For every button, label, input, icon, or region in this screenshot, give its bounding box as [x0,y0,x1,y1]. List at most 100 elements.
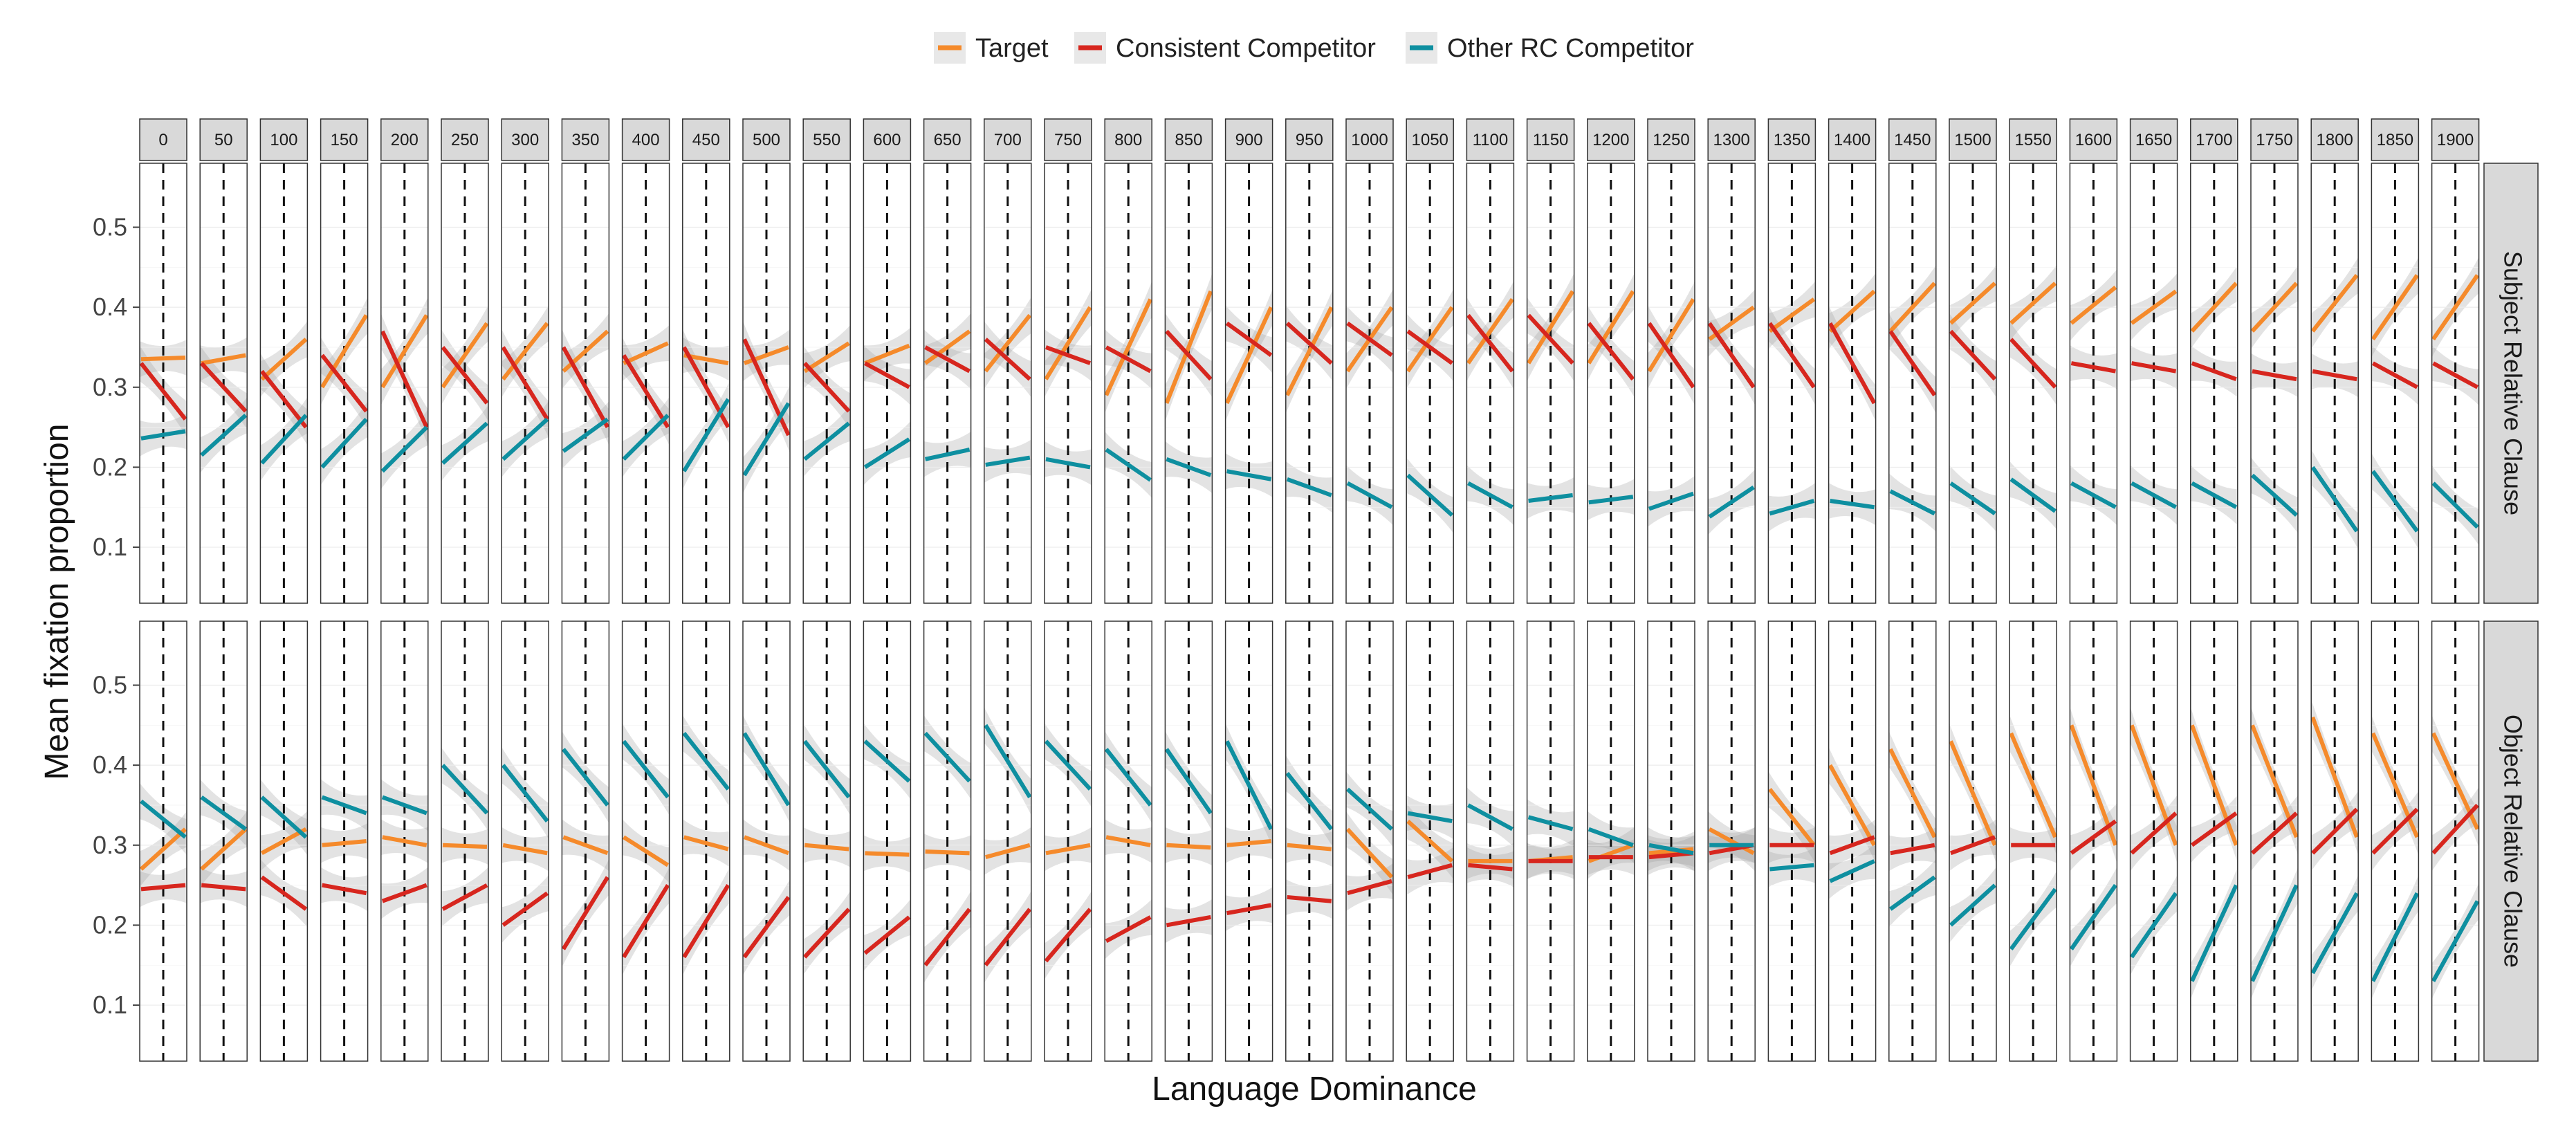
series-line-other-rc-competitor [441,421,489,465]
panel-border [1466,163,1515,604]
series-line-consistent-competitor [923,908,971,967]
x-axis-title: Language Dominance [1152,1071,1477,1107]
series-line-consistent-competitor [2252,369,2297,382]
panel [2190,163,2238,604]
series-line-other-rc-competitor [2310,466,2359,533]
series-line-target [1527,290,1575,365]
panel [2310,163,2359,604]
series-line-consistent-competitor [1346,321,1393,357]
series-line-target [441,322,489,389]
series-line-other-rc-competitor [1949,481,1996,515]
panel [1526,620,1575,1062]
series-line-consistent-competitor [1285,322,1333,365]
panel-strip [1164,118,1213,161]
panel [1104,163,1152,604]
panel-border [1104,620,1152,1062]
series-line-target [1466,297,1514,365]
series-line-consistent-competitor [2432,361,2479,389]
panel [380,620,429,1062]
series-line-target [1045,843,1091,856]
panel-strip [2069,118,2118,161]
y-axis-title: Mean fixation proportion [39,424,75,780]
series-line-consistent-competitor [502,891,549,927]
row-strips: Subject Relative Clause Object Relative C… [2483,163,2539,1062]
panel-border [199,163,248,604]
series-line-consistent-competitor [2311,807,2359,855]
series-line-other-rc-competitor [1226,469,1272,481]
series-line-other-rc-competitor [1166,457,1212,477]
y-tick-label: 0.4 [93,751,127,779]
panel [441,163,489,604]
panel-strip-label: 900 [1235,131,1263,149]
series-line-target [501,322,549,381]
y-tick-label: 0.2 [93,452,127,481]
series-line-target [743,345,790,365]
panel [2129,163,2178,604]
panel-border [2190,620,2238,1062]
row-strip-label: Subject Relative Clause [2499,251,2527,515]
series-line-other-rc-competitor [2371,892,2420,982]
panel-border [2310,163,2359,604]
series-line-consistent-competitor [1105,915,1152,944]
series-line-other-rc-competitor [260,414,308,465]
series-line-target [320,314,369,389]
panel-border [1406,163,1454,604]
panel-border [380,620,429,1062]
series-line-target [382,835,427,847]
panel-strip-label: 150 [331,131,358,149]
series-line-other-rc-competitor [2431,481,2479,529]
panel-strip [1466,118,1515,161]
series-line-target [2431,274,2480,341]
series-line-consistent-competitor [1949,329,1997,381]
panel-strip [1949,118,1997,161]
series-line-target [925,849,970,856]
series-line-target [1044,306,1092,380]
panel-strip-label: 250 [451,131,479,149]
panel [2431,163,2480,604]
panel [863,163,912,604]
panel [682,163,730,604]
panel-border [1345,163,1394,604]
panel-strip-label: 1800 [2317,131,2353,149]
series-line-other-rc-competitor [1407,811,1453,824]
series-line-other-rc-competitor [1105,448,1152,482]
panel-strip [2129,118,2178,161]
panel-strip-label: 50 [214,131,233,149]
panel-border [621,163,670,604]
panel-border [441,620,489,1062]
series-line-target [1226,839,1271,847]
series-line-target [622,835,670,867]
series-line-consistent-competitor [139,362,187,421]
panel [1406,620,1454,1062]
panel [1285,620,1334,1062]
panel-strip [1104,118,1152,161]
panel-strip [621,118,670,161]
panel-strip [923,118,972,161]
series-line-consistent-competitor [1225,321,1273,357]
panel-strip [2190,118,2238,161]
series-line-other-rc-competitor [2371,470,2419,533]
series-line-other-rc-competitor [140,799,187,839]
panel-border [1164,620,1213,1062]
panel-border [1707,620,1756,1062]
panel [1587,163,1635,604]
legend-label: Consistent Competitor [1116,34,1376,63]
panel [139,620,187,1062]
panel-strip [2009,118,2057,161]
panel [1888,620,1937,1062]
panel-border [984,620,1032,1062]
panel [1466,620,1515,1062]
panel-border [2009,620,2057,1062]
panel-strip-label: 650 [934,131,962,149]
panel-border [2431,620,2480,1062]
panel [1707,163,1756,604]
series-line-other-rc-competitor [1769,863,1814,872]
series-line-consistent-competitor [1890,843,1935,856]
series-line-other-rc-competitor [1829,859,1875,883]
series-line-other-rc-competitor [622,739,670,799]
series-line-other-rc-competitor [501,764,549,822]
panel [1888,163,1937,604]
series-line-target [140,355,186,362]
panel-strip-label: 1350 [1774,131,1810,149]
series-line-target [2009,282,2057,325]
